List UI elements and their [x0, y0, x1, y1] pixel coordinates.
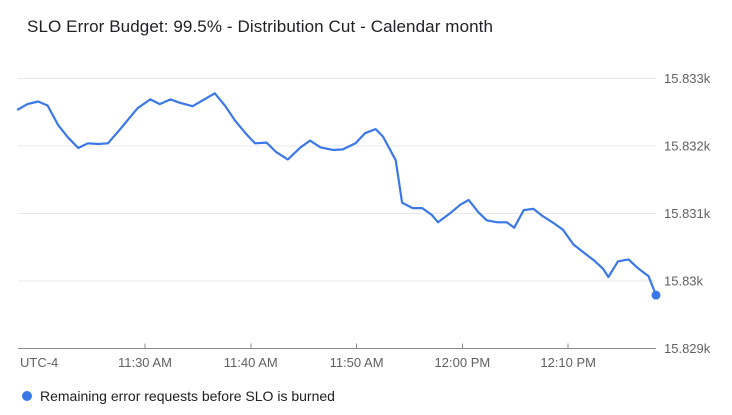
y-axis-tick-label: 15.832k	[664, 139, 711, 154]
x-axis-tick-label: 11:40 AM	[224, 355, 278, 370]
series-line[interactable]	[16, 92, 658, 297]
y-axis-tick-label: 15.831k	[664, 206, 711, 221]
y-axis-tick-label: 15.829k	[664, 341, 711, 356]
utc-offset-label: UTC-4	[20, 355, 58, 370]
x-axis-tick-label: 12:10 PM	[540, 355, 596, 370]
y-axis-tick-label: 15.833k	[664, 71, 711, 86]
chart-title: SLO Error Budget: 99.5% - Distribution C…	[27, 17, 494, 36]
series-legend-label: Remaining error requests before SLO is b…	[40, 388, 335, 404]
series-end-dot[interactable]	[651, 290, 661, 300]
y-axis-tick-label: 15.83k	[664, 274, 704, 289]
x-axis-tick-label: 11:30 AM	[118, 355, 172, 370]
x-axis-tick-label: 12:00 PM	[435, 355, 491, 370]
legend: Remaining error requests before SLO is b…	[22, 387, 335, 405]
series-color-dot-icon	[22, 391, 32, 401]
x-axis-tick-label: 11:50 AM	[330, 355, 384, 370]
